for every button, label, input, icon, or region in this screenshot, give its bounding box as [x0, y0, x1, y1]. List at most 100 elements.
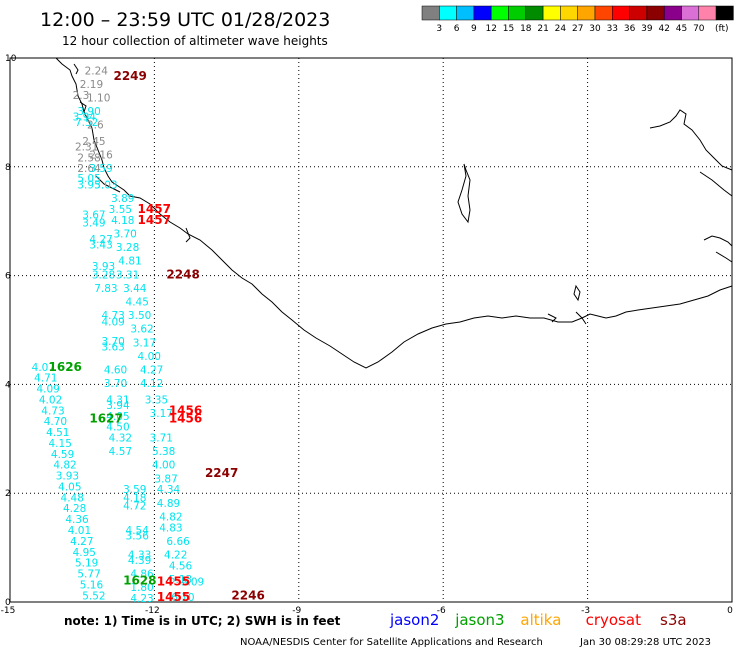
swh-value: 4.72	[123, 501, 146, 513]
swh-value: 3.44	[123, 283, 147, 295]
colorbar-swatch	[439, 5, 457, 21]
colorbar-label: 27	[572, 24, 583, 34]
swh-value: 4.82	[159, 511, 182, 523]
swh-value: 2.31	[75, 141, 98, 153]
swh-value: 4.22	[164, 549, 187, 561]
swh-value: 3.50	[128, 310, 151, 322]
swh-value: 4.18	[123, 492, 146, 504]
swh-value: 3.90	[77, 106, 100, 118]
credit-right: Jan 30 08:29:28 UTC 2023	[579, 637, 711, 648]
swh-value: 3.59	[89, 163, 112, 175]
swh-value: 3.43	[89, 239, 112, 251]
chart-subtitle: 12 hour collection of altimeter wave hei…	[62, 34, 328, 48]
colorbar-label: 12	[485, 24, 496, 34]
pass-time-label: 2249	[113, 69, 146, 83]
swh-value: 4.56	[169, 560, 193, 572]
swh-value: 4.48	[61, 492, 84, 504]
colorbar-swatch	[577, 5, 596, 21]
swh-value: 4.02	[39, 394, 62, 406]
colorbar-swatch	[629, 5, 648, 21]
colorbar-label: 15	[503, 24, 514, 34]
x-tick-label: -3	[581, 606, 590, 616]
swh-value: 6.10	[171, 592, 194, 604]
swh-value: 3.89	[111, 193, 134, 205]
x-tick-label: -6	[437, 606, 446, 616]
swh-value: 3.70	[101, 336, 124, 348]
swh-value: 4.05	[106, 411, 129, 423]
colorbar-label: 18	[520, 24, 532, 34]
swh-value: 3.93	[92, 261, 115, 273]
swh-value: 1.10	[87, 93, 110, 105]
swh-value: 2.45	[82, 136, 105, 148]
swh-value: 3.56	[126, 530, 150, 542]
colorbar-swatch	[542, 5, 561, 21]
swh-value: 4.81	[118, 256, 141, 268]
credit-left: NOAA/NESDIS Center for Satellite Applica…	[240, 637, 543, 648]
swh-value: 4.39	[128, 555, 151, 567]
pass-time-label: 2248	[166, 267, 199, 281]
coastline-detail	[73, 63, 587, 325]
swh-value: 4.34	[157, 484, 181, 496]
swh-value: 3.17	[133, 337, 156, 349]
swh-value: 5.38	[152, 446, 175, 458]
swh-value: 4.09	[36, 384, 59, 396]
pass-time-label: 2247	[205, 466, 238, 480]
swh-value: 4.73	[101, 310, 124, 322]
coastline-main	[55, 57, 733, 369]
swh-value: 4.71	[34, 373, 57, 385]
colorbar-label: 24	[555, 24, 567, 34]
swh-value: 4.23	[130, 593, 153, 605]
swh-value: 5.13	[169, 574, 192, 586]
swh-value: 3.94	[106, 400, 130, 412]
swh-value: 3.17	[150, 408, 173, 420]
swh-value: 5.16	[80, 579, 104, 591]
chart-title: 12:00 – 23:59 UTC 01/28/2023	[40, 9, 330, 31]
colorbar-label: 3	[436, 24, 442, 34]
satellite-legend-item: jason2	[389, 611, 439, 629]
colorbar-swatch	[646, 5, 665, 21]
swh-value: 4.51	[46, 427, 69, 439]
pass-time-label: 1627	[89, 411, 122, 425]
colorbar-swatch	[681, 5, 700, 21]
colorbar-swatch	[560, 5, 578, 21]
swh-value: 2.16	[89, 150, 113, 162]
swh-value: 7.83	[94, 283, 117, 295]
colorbar-swatch	[698, 5, 717, 21]
swh-value: 4.27	[89, 234, 112, 246]
swh-value: 1.80	[130, 582, 153, 594]
colorbar-unit: (ft)	[715, 24, 729, 34]
swh-value: 4.50	[106, 422, 129, 434]
swh-value: 4.73	[41, 405, 64, 417]
x-tick-label: -12	[145, 606, 160, 616]
swh-value: 3.62	[130, 324, 153, 336]
swh-value: 3.59	[123, 484, 146, 496]
swh-value: 4.36	[65, 514, 89, 526]
colorbar-label: 30	[589, 24, 601, 34]
y-tick-label: 4	[5, 380, 11, 390]
swh-value: 4.12	[140, 378, 163, 390]
swh-value: 5.77	[77, 569, 100, 581]
swh-value: 4.82	[53, 460, 76, 472]
axis-tick-labels: -15 -12 -9 -6 -3 0 0 2 4 6 8 10	[1, 54, 733, 616]
colorbar-label: 45	[676, 24, 687, 34]
swh-points: 2.242.192.31.103.903.947.522.62.452.312.…	[32, 65, 205, 605]
colorbar-swatch	[525, 5, 544, 21]
swh-value: 4.70	[44, 416, 67, 428]
swh-value: 4.27	[140, 365, 163, 377]
swh-value: 3.63	[101, 342, 124, 354]
colorbar-label: 21	[537, 24, 548, 34]
swh-value: 2.58	[77, 152, 100, 164]
swh-value: 3.71	[150, 433, 173, 445]
swh-value: 2.64	[77, 163, 101, 175]
colorbar-swatch	[456, 5, 475, 21]
colorbar-swatch	[490, 5, 509, 21]
satellite-legend: jason2 jason3 altika cryosat s3a	[389, 611, 687, 629]
swh-value: 6.66	[166, 536, 190, 548]
swh-value: 4.28	[63, 503, 86, 515]
swh-value: 4.00	[152, 460, 175, 472]
satellite-legend-item: jason3	[454, 611, 504, 629]
x-tick-label: -9	[292, 606, 301, 616]
pass-time-label: 1628	[123, 574, 156, 588]
